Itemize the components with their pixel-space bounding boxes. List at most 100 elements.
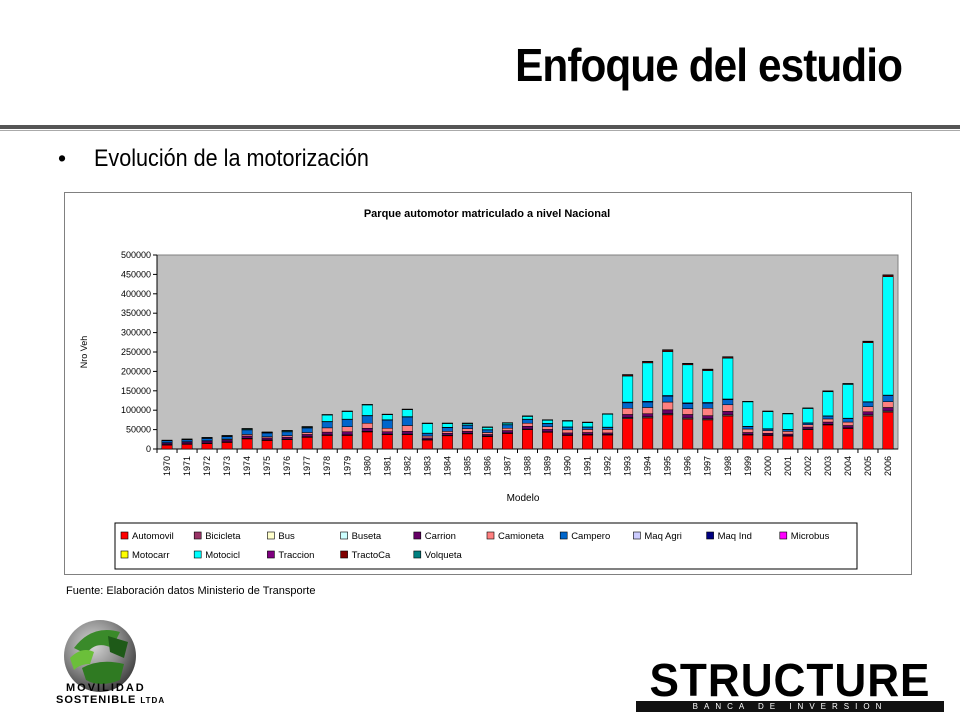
bar-segment-carrion [662,409,674,414]
bar-segment-camioneta [862,406,874,413]
structure-logo: STRUCTURE BANCA DE INVERSION [630,656,950,714]
legend-label: Traccion [278,550,314,561]
bar-segment-motocicl [401,409,413,417]
bar-segment-automovil [201,443,213,450]
bar-segment-carrion [321,431,333,436]
x-tick-label: 1999 [743,456,753,476]
legend-swatch [340,531,348,540]
bar-segment-camioneta [702,408,714,416]
bar-segment-campero [401,416,413,426]
x-tick-label: 1981 [382,456,392,476]
legend-swatch [267,550,275,559]
legend-label: Carrion [425,531,456,542]
bar-segment-motocicl [522,416,533,420]
bar-segment-motocicl [802,408,814,424]
legend-swatch [120,550,129,559]
bar-segment-carrion [301,434,313,438]
x-tick-label: 1980 [362,456,372,476]
bar-segment-camioneta [341,426,353,432]
bar-segment-camioneta [842,421,854,426]
legend-label: Volqueta [425,550,463,561]
bar-segment-motocicl [662,351,674,396]
bar-segment-carrion [862,411,874,416]
y-tick-label: 150000 [121,386,151,396]
bar-segment-camioneta [542,426,553,430]
bar-segment-campero [682,403,694,409]
legend-swatch [559,531,568,540]
bar-segment-carrion [642,413,654,418]
x-tick-label: 1997 [703,456,713,476]
bar-segment-automovil [441,435,453,450]
legend-swatch [633,531,641,540]
bar-segment-automovil [682,418,694,450]
x-tick-label: 2001 [783,456,793,476]
bar-segment-camioneta [622,408,634,415]
bar-segment-motocicl [562,420,574,428]
x-tick-label: 1973 [222,456,232,476]
legend-label: Bus [278,531,295,542]
x-tick-label: 1991 [583,456,593,476]
bar-segment-campero [662,395,674,403]
structure-logo-bar [636,701,944,712]
legend-swatch [120,531,129,540]
x-tick-label: 1992 [603,456,613,476]
legend-swatch [413,531,422,540]
bar-segment-camioneta [361,422,373,429]
y-tick-label: 250000 [121,347,151,357]
chart-legend: Automovil Bicicleta Bus Buseta Carrion Camion… [114,522,858,570]
bar-segment-campero [361,415,373,424]
bar-segment-camioneta [401,425,413,432]
x-tick-label: 1990 [563,456,573,476]
bar-segment-carrion [582,432,594,435]
bar-segment-camioneta [822,418,834,423]
bar-segment-automovil [742,434,754,450]
legend-swatch [706,531,714,540]
bar-segment-automovil [301,437,313,450]
bar-segment-automovil [542,432,553,450]
structure-logo-subtitle: BANCA DE INVERSION [692,702,888,711]
bar-segment-motocicl [321,414,333,422]
legend-swatch [193,550,202,559]
bar-segment-automovil [602,434,614,450]
movilidad-logo-globe [64,620,136,692]
bar-segment-camioneta [421,435,433,439]
x-tick-label: 1971 [182,456,192,476]
bar-segment-automovil [161,444,173,450]
x-tick-label: 1974 [242,456,252,476]
x-tick-label: 1984 [442,456,452,476]
bar-segment-camioneta [522,422,533,427]
bar-segment-automovil [622,418,634,450]
bar-segment-motocicl [642,362,654,402]
bar-segment-carrion [201,440,213,444]
movilidad-logo-word: SOSTENIBLE [56,694,137,706]
bar-segment-campero [702,402,714,409]
bar-segment-carrion [622,414,634,418]
bar-segment-carrion [882,407,894,412]
bar-segment-carrion [401,431,413,435]
bar-segment-motocicl [782,413,794,430]
bar-segment-camioneta [441,431,453,434]
structure-logo-word: STRUCTURE [649,654,931,706]
bar-segment-campero [241,429,253,435]
legend-swatch [413,550,422,559]
bar-segment-camioneta [642,407,654,414]
bar-segment-motocicl [441,423,453,428]
legend-label: Microbus [791,531,830,542]
bar-segment-motocicl [762,411,774,429]
title-rule [0,125,960,129]
x-tick-label: 2003 [823,456,833,476]
y-tick-label: 200000 [121,366,151,376]
bar-segment-camioneta [582,429,594,433]
bar-segment-carrion [822,421,834,425]
bar-segment-automovil [321,435,333,450]
x-tick-label: 1983 [422,456,432,476]
x-tick-label: 1977 [302,456,312,476]
bar-segment-automovil [241,438,253,450]
y-tick-label: 300000 [121,328,151,338]
bar-segment-carrion [542,429,553,432]
bar-segment-carrion [261,437,273,441]
movilidad-logo-suffix: LTDA [140,696,166,705]
y-tick-label: 500000 [121,250,151,260]
bar-segment-automovil [502,433,513,450]
bar-segment-motocicl [602,414,614,428]
